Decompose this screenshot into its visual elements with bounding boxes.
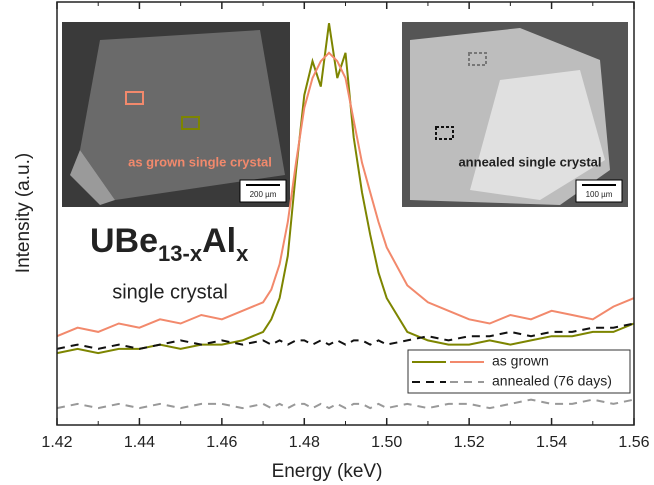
scale-label: 200 µm [250,190,277,199]
x-tick-label: 1.52 [454,434,485,451]
x-tick-label: 1.44 [124,434,155,451]
inset-caption: as grown single crystal [128,154,272,169]
legend: as grown annealed (76 days) [408,350,630,393]
formula-part: UBe [90,222,158,260]
inset-right: annealed single crystal 100 µm [402,22,628,207]
x-tick-label: 1.46 [206,434,237,451]
formula-part: Al [202,222,236,260]
formula-part: 13-x [158,241,203,266]
series-line [57,400,634,409]
crystal-shape [80,30,285,200]
inset-caption: annealed single crystal [458,154,601,169]
x-tick-label: 1.50 [371,434,402,451]
legend-label: annealed (76 days) [492,373,612,389]
x-tick-label: 1.54 [536,434,567,451]
y-axis-label: Intensity (a.u.) [13,153,34,273]
formula: UBe13-xAlx [90,222,249,266]
annotation: single crystal [112,281,228,303]
x-tick-label: 1.56 [618,434,649,451]
legend-label: as grown [492,353,549,369]
x-axis-label: Energy (keV) [272,461,383,482]
x-tick-label: 1.42 [41,434,72,451]
x-tick-label: 1.48 [289,434,320,451]
formula-part: x [236,241,249,266]
scale-label: 100 µm [586,190,613,199]
inset-left: as grown single crystal 200 µm [62,22,290,207]
chart: as grown single crystal 200 µm annealed … [0,0,654,485]
